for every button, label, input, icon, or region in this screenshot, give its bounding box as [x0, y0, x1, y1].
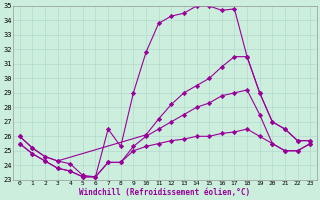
X-axis label: Windchill (Refroidissement éolien,°C): Windchill (Refroidissement éolien,°C) [79, 188, 251, 197]
